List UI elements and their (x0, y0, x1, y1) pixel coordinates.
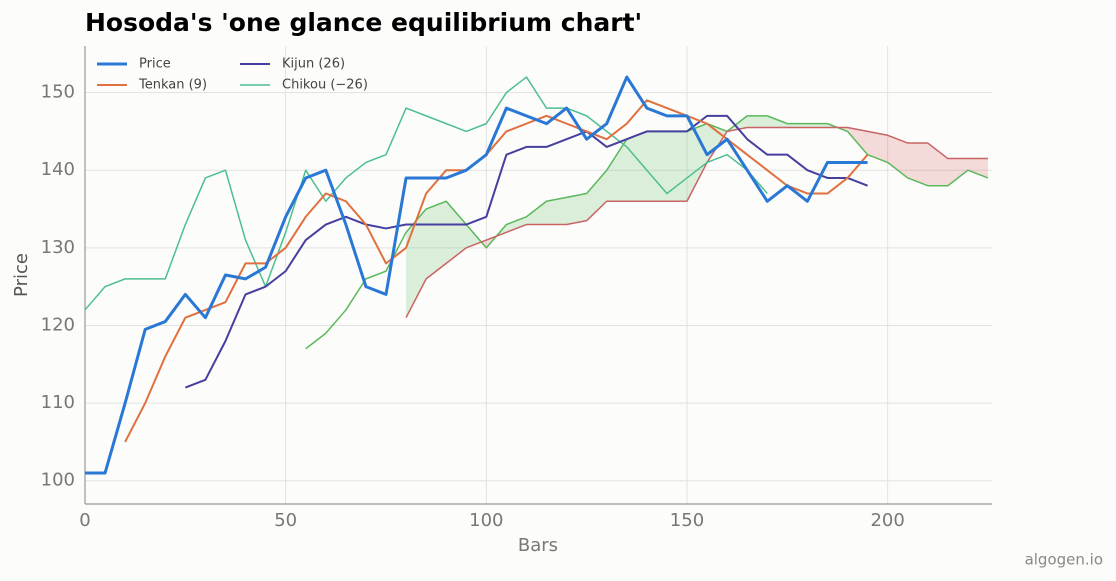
legend-label: Kijun (26) (282, 57, 345, 72)
y-tick-label: 130 (41, 237, 75, 258)
chart-title: Hosoda's 'one glance equilibrium chart' (85, 8, 642, 37)
cloud-fill (767, 115, 788, 128)
cloud-fill (626, 131, 647, 202)
senkou-line (405, 126, 988, 319)
cloud-fill (707, 123, 728, 163)
cloud-fill (446, 201, 467, 264)
legend-label: Price (139, 57, 171, 72)
watermark: algogen.io (1025, 551, 1103, 569)
x-tick-label: 50 (274, 510, 297, 531)
series-line (124, 99, 869, 443)
series-line (85, 75, 868, 475)
x-tick-label: 0 (79, 510, 90, 531)
cloud-fill (546, 197, 567, 225)
legend: Price Tenkan (9) Kijun (26) Chikou (−26) (97, 57, 368, 93)
cloud-fill (967, 158, 988, 178)
y-tick-label: 120 (41, 314, 75, 335)
cloud-fill (666, 131, 687, 202)
cloud-fill (907, 143, 928, 186)
series-line (184, 114, 868, 389)
cloud-fill (426, 201, 447, 279)
cloud-fill (927, 143, 948, 186)
cloud-fill (867, 131, 888, 163)
cloud-fill (747, 115, 768, 128)
cloud-fill (947, 158, 968, 186)
y-tick-label: 100 (41, 470, 75, 491)
legend-label: Chikou (−26) (282, 78, 368, 93)
cloud-fill (506, 216, 527, 233)
cloud-fill (566, 193, 587, 225)
cloud-fill (807, 123, 828, 128)
cloud-fill (887, 135, 908, 178)
y-tick-label: 140 (41, 159, 75, 180)
y-axis-label: Price (11, 253, 32, 297)
x-tick-label: 200 (870, 510, 904, 531)
cloud-fill (646, 131, 667, 202)
series-line (84, 76, 768, 311)
cloud-fill (787, 123, 808, 128)
cloud-fill (526, 201, 547, 225)
cloud-fill (466, 224, 482, 248)
cloud-fill (606, 139, 627, 202)
x-tick-label: 150 (670, 510, 704, 531)
x-tick-label: 100 (469, 510, 503, 531)
y-tick-label: 150 (41, 82, 75, 103)
legend-label: Tenkan (9) (138, 78, 207, 93)
y-tick-label: 110 (41, 392, 75, 413)
cloud-fill (586, 170, 607, 221)
x-axis-label: Bars (518, 535, 558, 556)
